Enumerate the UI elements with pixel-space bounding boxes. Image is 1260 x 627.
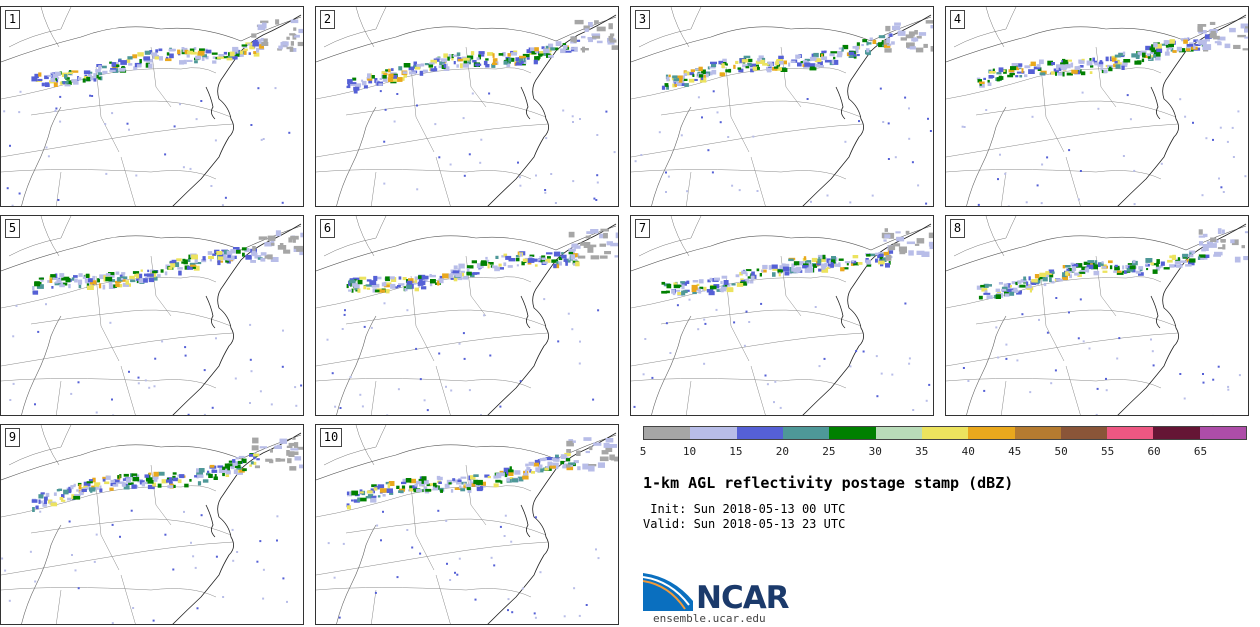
member-number: 4 [950,10,965,29]
member-number: 1 [5,10,20,29]
colorbar-segment [690,427,737,439]
colorbar-segment [644,427,691,439]
colorbar-tick-label: 5 [639,445,647,458]
colorbar-segment [829,427,876,439]
radar-map-icon [1,425,303,624]
colorbar-tick-label: 40 [961,445,975,458]
radar-map-icon [316,425,618,624]
reflectivity-colorbar [643,426,1247,440]
colorbar-tick-label: 20 [775,445,789,458]
colorbar-tick-label: 15 [729,445,743,458]
colorbar-tick-label: 30 [868,445,882,458]
ensemble-member-map: 8 [945,215,1249,416]
website-url[interactable]: ensemble.ucar.edu [653,612,766,625]
member-number: 3 [635,10,650,29]
colorbar-segment [1060,427,1108,439]
colorbar-tick-label: 50 [1054,445,1068,458]
radar-map-icon [631,216,933,415]
colorbar-tick-label: 35 [915,445,929,458]
colorbar-segment [782,427,830,439]
ensemble-member-map: 1 [0,6,304,207]
member-number: 6 [320,219,335,238]
ensemble-member-map: 2 [315,6,619,207]
ensemble-member-map: 4 [945,6,1249,207]
ensemble-member-map: 9 [0,424,304,625]
product-title: 1-km AGL reflectivity postage stamp (dBZ… [643,474,1014,492]
member-number: 10 [320,428,342,447]
colorbar-segment [736,427,783,439]
ensemble-member-map: 7 [630,215,934,416]
colorbar-tick-label: 25 [822,445,836,458]
init-time: Init: Sun 2018-05-13 00 UTC [643,502,846,516]
ensemble-member-map: 5 [0,215,304,416]
colorbar-segment [1014,427,1061,439]
ensemble-member-map: 6 [315,215,619,416]
time-labels: Init: Sun 2018-05-13 00 UTC Valid: Sun 2… [643,502,845,532]
radar-map-icon [946,216,1248,415]
radar-map-icon [1,216,303,415]
member-number: 5 [5,219,20,238]
member-number: 9 [5,428,20,447]
member-number: 7 [635,219,650,238]
colorbar-tick-label: 60 [1147,445,1161,458]
ensemble-member-map: 10 [315,424,619,625]
valid-time: Valid: Sun 2018-05-13 23 UTC [643,517,846,531]
colorbar-tick-label: 45 [1008,445,1022,458]
radar-map-icon [631,7,933,206]
colorbar-segment [921,427,969,439]
ncar-logo-text: NCAR [696,580,790,616]
colorbar-tick-label: 55 [1100,445,1115,458]
colorbar-segment [1199,427,1247,439]
radar-map-icon [316,7,618,206]
radar-map-icon [316,216,618,415]
radar-map-icon [946,7,1248,206]
ncar-logo-icon [643,573,693,611]
colorbar-segment [1107,427,1154,439]
ensemble-member-map: 3 [630,6,934,207]
colorbar-ticks: 5 10 15 20 25 30 35 40 45 50 55 60 65 [639,445,1247,459]
member-number: 8 [950,219,965,238]
colorbar-segment [1153,427,1200,439]
radar-map-icon [1,7,303,206]
colorbar-tick-label: 10 [682,445,697,458]
colorbar-tick-label: 65 [1193,445,1208,458]
colorbar-segment [875,427,922,439]
member-number: 2 [320,10,335,29]
colorbar-segment [968,427,1015,439]
